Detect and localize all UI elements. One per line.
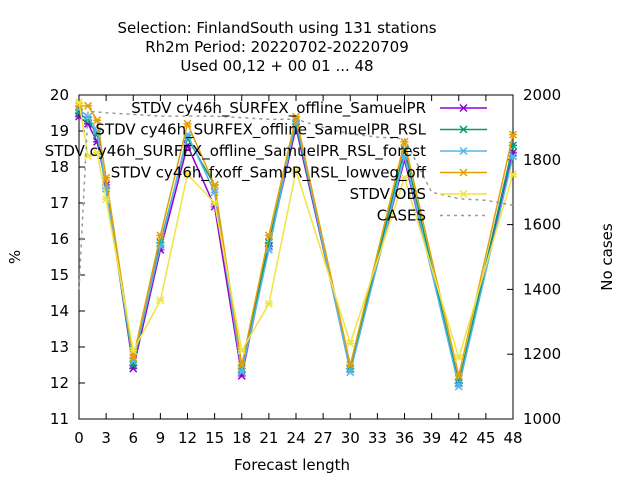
data-point [156,231,165,240]
data-point [93,116,102,125]
data-point [102,195,111,204]
x-tick-label: 24 [286,429,305,447]
data-point [237,360,246,370]
x-tick-label: 6 [128,429,138,447]
data-point [237,368,246,377]
data-point [346,339,355,348]
y2-tick-label: 1600 [523,216,561,234]
x-tick-label: 3 [101,429,111,447]
y2-tick-label: 1400 [523,280,561,298]
x-tick-label: 36 [395,429,414,447]
data-point [454,371,463,380]
y-tick-label: 17 [50,194,69,212]
x-tick-label: 45 [476,429,495,447]
data-point [237,346,246,355]
y-tick-label: 20 [50,86,69,104]
legend-marker [459,168,468,177]
data-point [102,173,111,182]
data-point [156,296,165,305]
data-point [210,188,219,197]
data-point [183,119,192,128]
legend-marker [459,189,468,199]
data-point [264,299,273,308]
data-point [400,173,409,182]
legend-label-4: STDV cy46h_fxoff_SamPR_RSL_lowveg_off [111,164,427,183]
legend-marker [459,125,468,134]
y2-tick-label: 1200 [523,345,561,363]
data-point [346,368,355,377]
data-point [210,198,219,208]
data-point [291,112,301,121]
data-point [508,130,518,139]
x-tick-label: 48 [503,429,522,447]
x-axis-label: Forecast length [234,456,350,474]
legend-marker [459,103,468,113]
y-tick-label: 11 [50,410,69,428]
x-tick-label: 33 [368,429,387,447]
data-point [210,180,219,190]
y-axis-label: % [6,250,24,264]
x-tick-label: 9 [156,429,166,447]
x-tick-label: 18 [232,429,251,447]
x-tick-label: 39 [422,429,441,447]
y2-tick-label: 1000 [523,410,561,428]
data-point [74,98,84,107]
legend-label-3: STDV cy46h_SURFEX_offline_SamuelPR_RSL_f… [45,142,426,161]
y-tick-label: 12 [50,374,69,392]
data-point [84,101,93,110]
data-point [454,382,463,391]
y2-tick-label: 1800 [523,151,561,169]
data-point [508,170,518,179]
y-tick-label: 16 [50,230,69,248]
x-tick-label: 42 [449,429,468,447]
y2-tick-label: 2000 [523,86,561,104]
legend-label-6: CASES [377,207,426,225]
data-point [183,170,192,179]
y-tick-label: 13 [50,338,69,356]
x-tick-label: 15 [205,429,224,447]
series-line-6 [78,110,514,290]
data-point [84,112,93,121]
legend-marker [459,146,468,156]
x-tick-label: 21 [259,429,278,447]
legend-label-5: STDV OBS [350,185,426,203]
y-tick-label: 18 [50,158,69,176]
data-point [454,353,463,362]
y-tick-label: 15 [50,266,69,284]
data-point [264,231,273,240]
y2-axis-label: No cases [598,223,616,291]
chart-title-line-2: Rh2m Period: 20220702-20220709 [145,38,409,56]
data-point [346,360,355,370]
data-point [400,137,409,146]
data-point [93,148,102,157]
x-tick-label: 27 [314,429,333,447]
data-point [508,152,518,161]
x-tick-label: 0 [74,429,84,447]
data-point [129,353,138,362]
legend-label-1: STDV cy46h_SURFEX_offline_SamuelPR [131,99,426,118]
y-tick-label: 14 [50,302,69,320]
legend-label-2: STDV cy46h_SURFEX_offline_SamuelPR_RSL [95,121,426,140]
data-point [291,166,301,175]
x-tick-label: 12 [178,429,197,447]
y-tick-label: 19 [50,122,69,140]
data-point [129,346,138,355]
x-tick-label: 30 [341,429,360,447]
chart-title-line-3: Used 00,12 + 00 01 ... 48 [180,57,373,75]
chart-title-line-1: Selection: FinlandSouth using 131 statio… [117,19,436,37]
